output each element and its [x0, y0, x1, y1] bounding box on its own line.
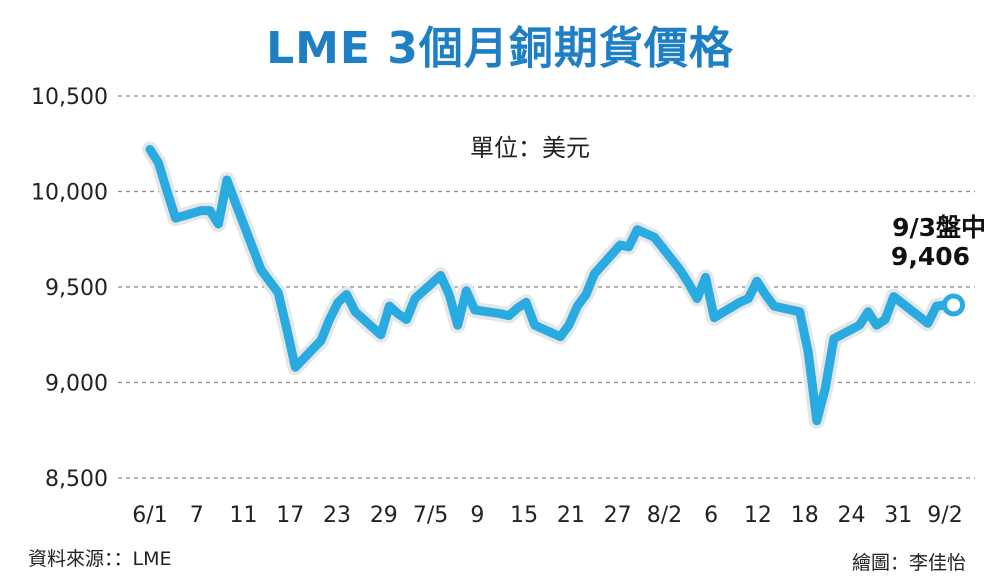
annotation-date: 9/3盤中: [892, 213, 986, 242]
y-axis-ticks: 10,500 10,000 9,500 9,000 8,500: [31, 85, 108, 492]
y-tick-label: 8,500: [45, 467, 108, 492]
x-tick-label: 9: [470, 503, 484, 528]
series-line: [142, 141, 966, 429]
annotation-value: 9,406: [890, 242, 970, 271]
x-tick-label: 6: [704, 503, 718, 528]
series-path: [145, 145, 958, 426]
x-tick-label: 17: [276, 503, 304, 528]
x-tick-label: 7/5: [413, 503, 448, 528]
source-note: 資料來源：：LME: [28, 548, 172, 570]
y-tick-label: 10,500: [31, 85, 108, 110]
x-tick-label: 18: [791, 503, 819, 528]
x-tick-label: 6/1: [132, 503, 167, 528]
end-point-marker: [942, 293, 966, 317]
credit-note: 繪圖：李佳怡: [851, 552, 966, 574]
x-tick-label: 7: [190, 503, 204, 528]
unit-label: 單位：美元: [470, 134, 590, 162]
x-tick-label: 21: [557, 503, 585, 528]
x-tick-label: 8/2: [647, 503, 682, 528]
x-axis-ticks: 6/1 7 11 17 23 29 7/5 9 15 21 27 8/2 6 12 18 24 31 9/2: [132, 503, 962, 528]
x-tick-label: 15: [510, 503, 538, 528]
y-tick-label: 9,000: [45, 372, 108, 397]
x-tick-label: 11: [230, 503, 258, 528]
x-tick-label: 23: [323, 503, 351, 528]
x-tick-label: 12: [744, 503, 772, 528]
x-tick-label: 27: [604, 503, 632, 528]
y-tick-label: 10,000: [31, 181, 108, 206]
x-tick-label: 9/2: [927, 503, 962, 528]
x-tick-label: 29: [370, 503, 398, 528]
chart-title: LME 3個月銅期貨價格: [266, 23, 734, 74]
x-tick-label: 24: [837, 503, 865, 528]
x-tick-label: 31: [884, 503, 912, 528]
y-tick-label: 9,500: [45, 276, 108, 301]
